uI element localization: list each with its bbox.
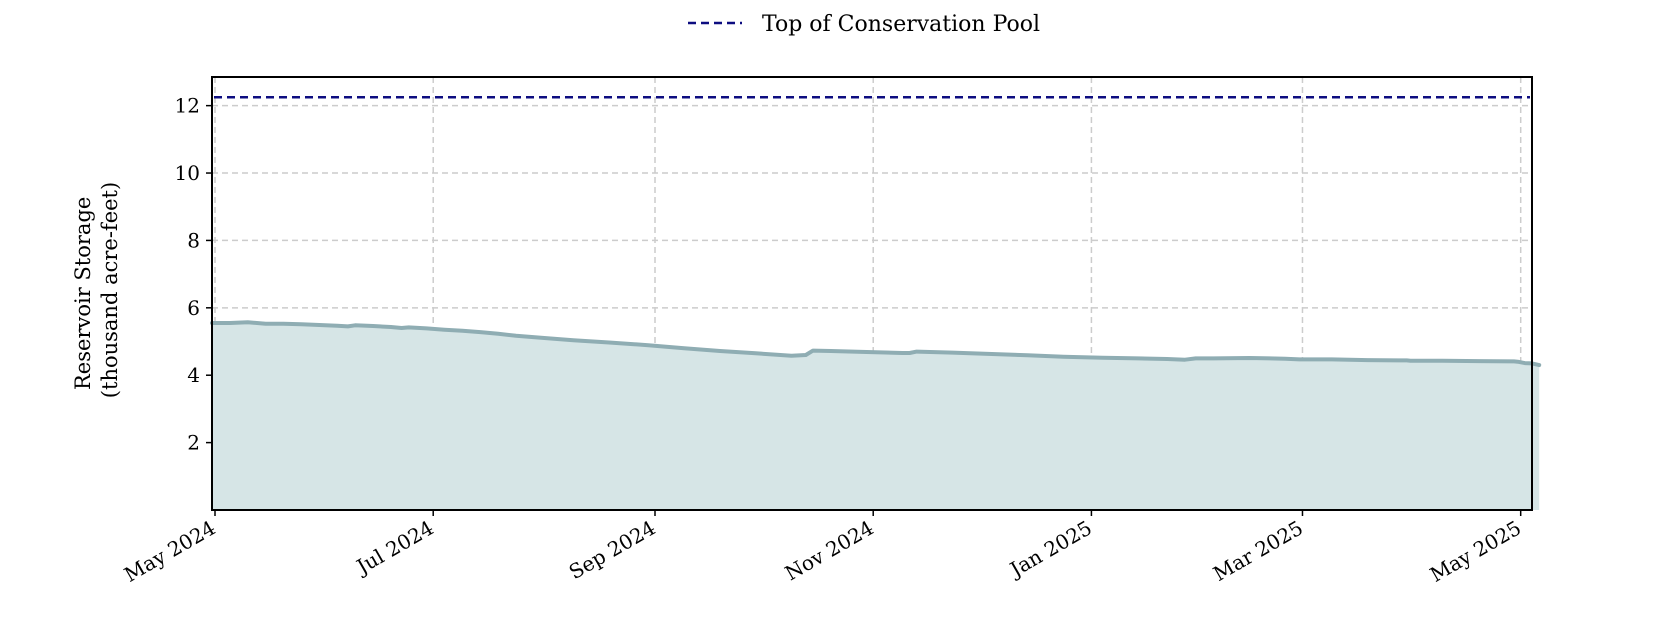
storage-line [210,320,1542,368]
x-tick-label-4: Jan 2025 [1004,516,1096,583]
y-tick-label-1: 4 [187,363,200,387]
storage-area [212,322,1540,510]
x-tick-label-6: May 2025 [1426,516,1525,587]
y-axis-title: Reservoir Storage (thousand acre-feet) [71,182,122,398]
x-tick-label-3: Nov 2024 [781,516,878,586]
y-axis-title-line-2: (thousand acre-feet) [98,182,122,398]
x-tick-label-2: Sep 2024 [565,516,660,585]
y-tick-label-0: 2 [187,431,200,455]
legend-label-conservation-pool: Top of Conservation Pool [762,12,1040,37]
y-axis-ticks: 2 4 6 8 10 12 [175,94,212,455]
x-tick-label-1: Jul 2024 [351,516,438,580]
y-tick-label-2: 6 [187,296,200,320]
y-tick-label-3: 8 [187,228,200,252]
legend: Top of Conservation Pool [688,12,1040,37]
y-tick-label-5: 12 [175,94,200,118]
x-tick-label-5: Mar 2025 [1209,516,1307,586]
x-axis-ticks: May 2024 Jul 2024 Sep 2024 Nov 2024 Jan 2025… [120,510,1525,587]
y-axis-title-line-1: Reservoir Storage [71,197,95,390]
y-tick-label-4: 10 [175,161,200,185]
x-tick-label-0: May 2024 [120,516,219,587]
plot-frame [211,76,1533,511]
